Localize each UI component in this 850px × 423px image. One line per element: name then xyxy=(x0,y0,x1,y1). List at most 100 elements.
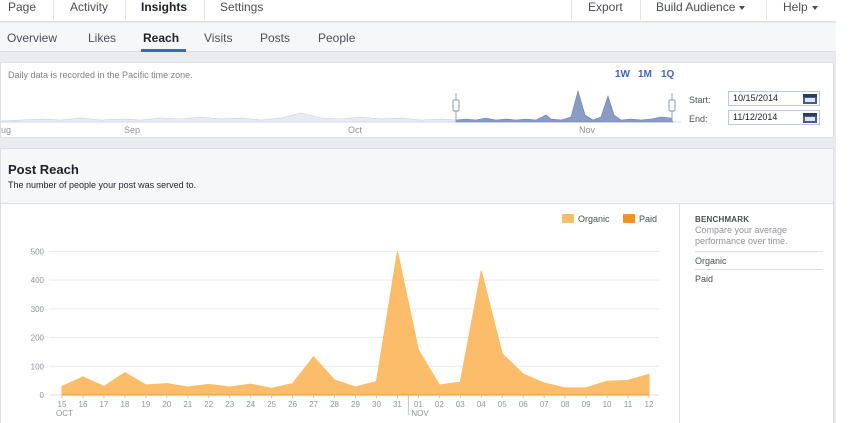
timeline-label-nov: Nov xyxy=(579,125,596,135)
y-tick-label: 300 xyxy=(31,305,45,314)
divider xyxy=(695,269,823,270)
y-tick-label: 200 xyxy=(31,334,45,343)
caret-down-icon xyxy=(739,5,746,10)
benchmark-description: Compare your average performance over ti… xyxy=(695,225,788,246)
post-reach-title: Post Reach xyxy=(8,162,79,177)
start-date-value: 10/15/2014 xyxy=(733,93,779,103)
calendar-icon[interactable] xyxy=(803,113,817,123)
legend-swatch-organic xyxy=(562,214,574,223)
x-tick-label: 27 xyxy=(309,400,318,409)
x-tick-label: 19 xyxy=(141,400,150,409)
date-range-panel: Daily data is recorded in the Pacific ti… xyxy=(0,62,834,138)
x-tick-label: 11 xyxy=(624,400,633,409)
x-tick-label: 10 xyxy=(603,400,612,409)
help-label: Help xyxy=(783,0,808,14)
x-tick-label: 15 xyxy=(58,400,67,409)
zoom-1q-button[interactable]: 1Q xyxy=(661,69,675,80)
legend-organic[interactable]: Organic xyxy=(578,214,610,224)
x-tick-label: 03 xyxy=(456,400,465,409)
divider xyxy=(695,251,823,252)
timeline-label-aug: ug xyxy=(1,125,12,135)
nav-divider xyxy=(204,0,205,20)
end-label: End: xyxy=(689,114,708,124)
tab-reach[interactable]: Reach xyxy=(143,31,180,45)
post-reach-header: Post Reach The number of people your pos… xyxy=(1,149,833,204)
legend-paid[interactable]: Paid xyxy=(639,214,658,224)
nav-page[interactable]: Page xyxy=(8,0,37,14)
nav-divider xyxy=(571,0,572,20)
nav-divider xyxy=(766,0,767,20)
benchmark-paid[interactable]: Paid xyxy=(695,274,714,284)
timeline-label-sep: Sep xyxy=(124,125,141,135)
series-area-organic xyxy=(61,251,650,396)
x-tick-label: 09 xyxy=(582,400,591,409)
nav-insights[interactable]: Insights xyxy=(141,0,188,14)
x-tick-label: 04 xyxy=(477,400,486,409)
y-tick-label: 0 xyxy=(40,391,45,400)
post-reach-panel: Post Reach The number of people your pos… xyxy=(0,148,834,423)
tab-people[interactable]: People xyxy=(318,31,356,45)
y-tick-label: 400 xyxy=(31,276,45,285)
range-handle-right xyxy=(668,99,676,112)
x-tick-label: 31 xyxy=(393,400,402,409)
x-tick-label: 07 xyxy=(540,400,549,409)
y-tick-label: 100 xyxy=(31,362,45,371)
x-tick-label: 17 xyxy=(99,400,108,409)
tab-overview[interactable]: Overview xyxy=(7,31,58,45)
nav-divider xyxy=(640,0,641,20)
post-reach-chart: 0 100 200 300 400 500 15 16 17 18 19 20 21 22 23 24 25 26… xyxy=(31,247,659,418)
timezone-note: Daily data is recorded in the Pacific ti… xyxy=(8,70,193,80)
x-tick-label: 02 xyxy=(435,400,444,409)
x-tick-label: 12 xyxy=(645,400,654,409)
export-button[interactable]: Export xyxy=(588,0,623,14)
zoom-1m-button[interactable]: 1M xyxy=(638,69,652,80)
x-tick-label: 26 xyxy=(288,400,297,409)
zoom-1w-button[interactable]: 1W xyxy=(615,69,630,80)
build-audience-label: Build Audience xyxy=(656,0,736,14)
x-tick-label: 30 xyxy=(372,400,381,409)
month-label: NOV xyxy=(411,409,429,418)
calendar-icon[interactable] xyxy=(803,94,817,104)
benchmark-title: BENCHMARK xyxy=(695,215,750,224)
benchmark-organic[interactable]: Organic xyxy=(695,256,727,266)
help-button[interactable]: Help xyxy=(783,0,818,22)
x-tick-label: 28 xyxy=(330,400,339,409)
range-handle-left xyxy=(452,99,460,112)
nav-divider xyxy=(53,0,54,20)
y-tick-label: 500 xyxy=(31,247,45,256)
page-edge xyxy=(836,0,850,423)
x-tick-label: 06 xyxy=(519,400,528,409)
nav-settings[interactable]: Settings xyxy=(220,0,264,14)
x-tick-label: 05 xyxy=(498,400,507,409)
x-tick-label: 21 xyxy=(183,400,192,409)
legend-swatch-paid xyxy=(623,214,635,223)
x-tick-label: 20 xyxy=(162,400,171,409)
x-tick-label: 25 xyxy=(267,400,276,409)
benchmark-panel: BENCHMARK Compare your average performan… xyxy=(679,204,833,423)
post-reach-subtitle: The number of people your post was serve… xyxy=(8,180,197,190)
insights-sub-nav: Overview Likes Reach Visits Posts People xyxy=(0,23,836,52)
tab-visits[interactable]: Visits xyxy=(204,31,233,45)
end-date-field[interactable]: 11/12/2014 xyxy=(728,110,820,125)
top-nav: Page Activity Insights Settings Export B… xyxy=(0,0,836,22)
nav-activity[interactable]: Activity xyxy=(70,0,109,14)
timeline-label-oct: Oct xyxy=(348,125,363,135)
nav-divider xyxy=(125,0,126,20)
tab-posts[interactable]: Posts xyxy=(260,31,291,45)
month-label: OCT xyxy=(56,409,73,418)
caret-down-icon xyxy=(811,5,818,10)
x-tick-label: 08 xyxy=(561,400,570,409)
end-date-value: 11/12/2014 xyxy=(733,112,778,122)
timeline-overview[interactable] xyxy=(1,63,681,139)
start-label: Start: xyxy=(689,95,711,105)
build-audience-button[interactable]: Build Audience xyxy=(656,0,746,22)
x-tick-label: 18 xyxy=(120,400,129,409)
start-date-field[interactable]: 10/15/2014 xyxy=(728,91,820,106)
x-tick-label: 23 xyxy=(225,400,234,409)
active-tab-indicator xyxy=(141,49,186,52)
tab-likes[interactable]: Likes xyxy=(88,31,117,45)
x-tick-label: 22 xyxy=(204,400,213,409)
x-tick-label: 24 xyxy=(246,400,255,409)
x-tick-label: 01 xyxy=(414,400,423,409)
